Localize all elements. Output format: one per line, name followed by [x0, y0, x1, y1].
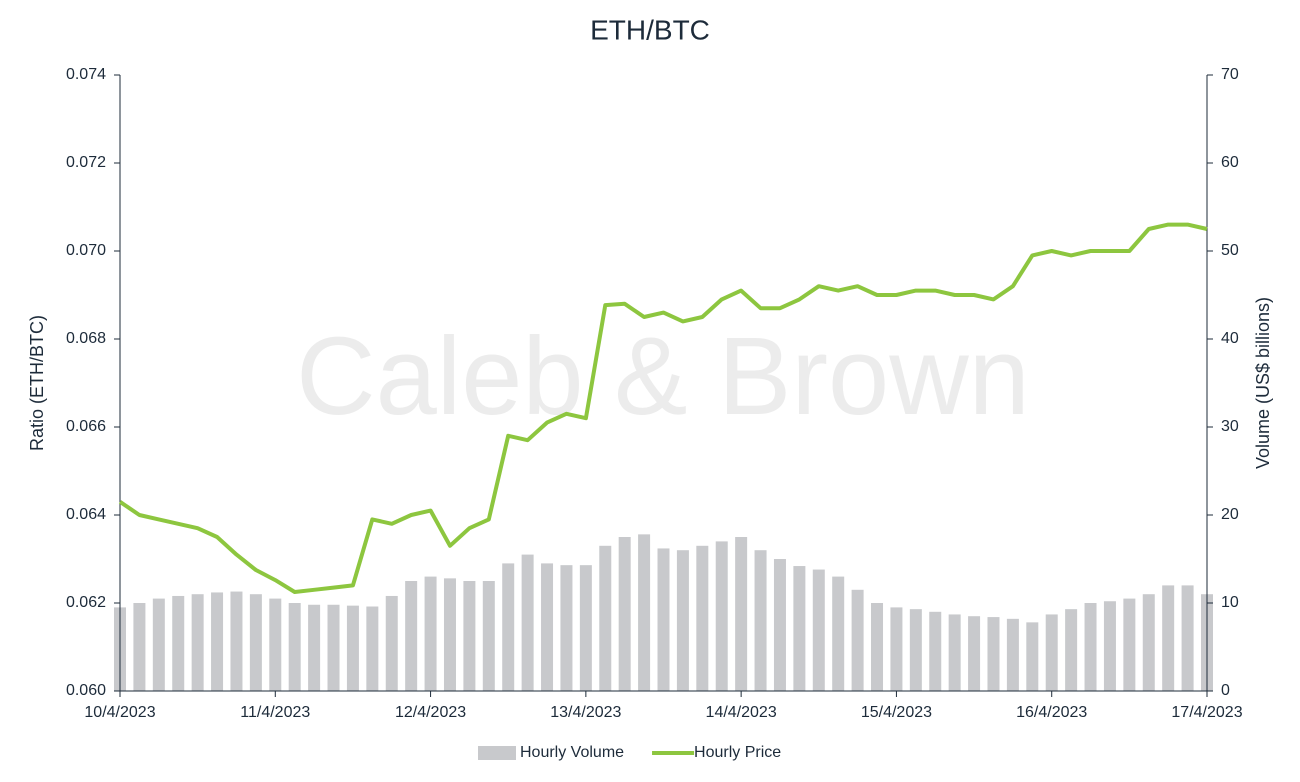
volume-bar [696, 545, 709, 691]
y2-tick-label: 40 [1221, 330, 1239, 347]
volume-bar [249, 594, 262, 691]
volume-bar [1084, 603, 1097, 691]
chart-title: ETH/BTC [590, 14, 710, 45]
x-tick-label: 14/4/2023 [706, 704, 777, 721]
legend-label: Hourly Volume [520, 744, 624, 761]
volume-bar [1065, 609, 1078, 691]
y-tick-label: 0.074 [66, 66, 106, 83]
volume-bar [385, 595, 398, 691]
volume-bar [948, 614, 961, 691]
volume-bar [1162, 585, 1175, 691]
volume-bar [1026, 622, 1039, 691]
volume-bar [1123, 598, 1136, 691]
x-tick-label: 15/4/2023 [861, 704, 932, 721]
volume-bar [1181, 585, 1194, 691]
legend-swatch [478, 746, 516, 760]
volume-bar [909, 609, 922, 691]
volume-bar [579, 565, 592, 691]
volume-bar [560, 565, 573, 691]
y-tick-label: 0.064 [66, 506, 106, 523]
volume-bar [269, 598, 282, 691]
y2-tick-label: 50 [1221, 242, 1239, 259]
volume-bar [618, 537, 631, 691]
volume-bar [890, 607, 903, 691]
y2-tick-label: 30 [1221, 418, 1239, 435]
volume-bar [1006, 618, 1019, 691]
volume-bar [987, 617, 1000, 691]
volume-bar [754, 550, 767, 691]
y2-tick-label: 70 [1221, 66, 1239, 83]
volume-bar [871, 603, 884, 691]
y2-axis-label: Volume (US$ billions) [1253, 297, 1273, 469]
volume-bar [502, 563, 515, 691]
y2-tick-label: 20 [1221, 506, 1239, 523]
volume-bar [812, 569, 825, 691]
x-tick-label: 12/4/2023 [395, 704, 466, 721]
x-tick-label: 13/4/2023 [550, 704, 621, 721]
x-tick-label: 10/4/2023 [84, 704, 155, 721]
volume-bar [968, 616, 981, 691]
volume-bar [308, 604, 321, 691]
volume-bar [133, 603, 146, 691]
volume-bar [1142, 594, 1155, 691]
volume-bar [463, 581, 476, 691]
volume-bar [851, 589, 864, 691]
y-tick-label: 0.072 [66, 154, 106, 171]
volume-bar [521, 554, 534, 691]
volume-bar [715, 541, 728, 691]
volume-bar [152, 598, 165, 691]
y-tick-label: 0.066 [66, 418, 106, 435]
volume-bar [676, 550, 689, 691]
volume-bar [638, 534, 651, 691]
legend-label: Hourly Price [694, 744, 781, 761]
volume-bar [929, 611, 942, 691]
volume-bar [832, 576, 845, 691]
watermark: Caleb & Brown [296, 315, 1030, 438]
y2-tick-label: 10 [1221, 594, 1239, 611]
y-axis-label: Ratio (ETH/BTC) [27, 315, 47, 451]
volume-bar [424, 576, 437, 691]
volume-bar [657, 548, 670, 691]
volume-bar [482, 581, 495, 691]
x-tick-label: 11/4/2023 [240, 704, 310, 721]
volume-bar [1045, 614, 1058, 691]
volume-bar [327, 604, 340, 691]
x-tick-label: 17/4/2023 [1171, 704, 1242, 721]
volume-bar [191, 594, 204, 691]
volume-bar [288, 603, 301, 691]
price-line [118, 222, 1208, 594]
y-tick-label: 0.062 [66, 594, 106, 611]
y2-tick-label: 60 [1221, 154, 1239, 171]
volume-bar [793, 566, 806, 691]
x-tick-label: 16/4/2023 [1016, 704, 1087, 721]
volume-bar [599, 545, 612, 691]
volume-bar [172, 595, 185, 691]
volume-bar [541, 563, 554, 691]
y2-tick-label: 0 [1221, 682, 1230, 699]
volume-bar [211, 592, 224, 691]
volume-bar [366, 606, 379, 691]
volume-bar [346, 605, 359, 691]
volume-bar [230, 591, 243, 691]
volume-bar [405, 581, 418, 691]
volume-bar [735, 537, 748, 691]
volume-bar [443, 578, 456, 691]
y-tick-label: 0.070 [66, 242, 106, 259]
volume-bar [1103, 601, 1116, 691]
y-tick-label: 0.068 [66, 330, 106, 347]
volume-bar [773, 559, 786, 691]
y-tick-label: 0.060 [66, 682, 106, 699]
